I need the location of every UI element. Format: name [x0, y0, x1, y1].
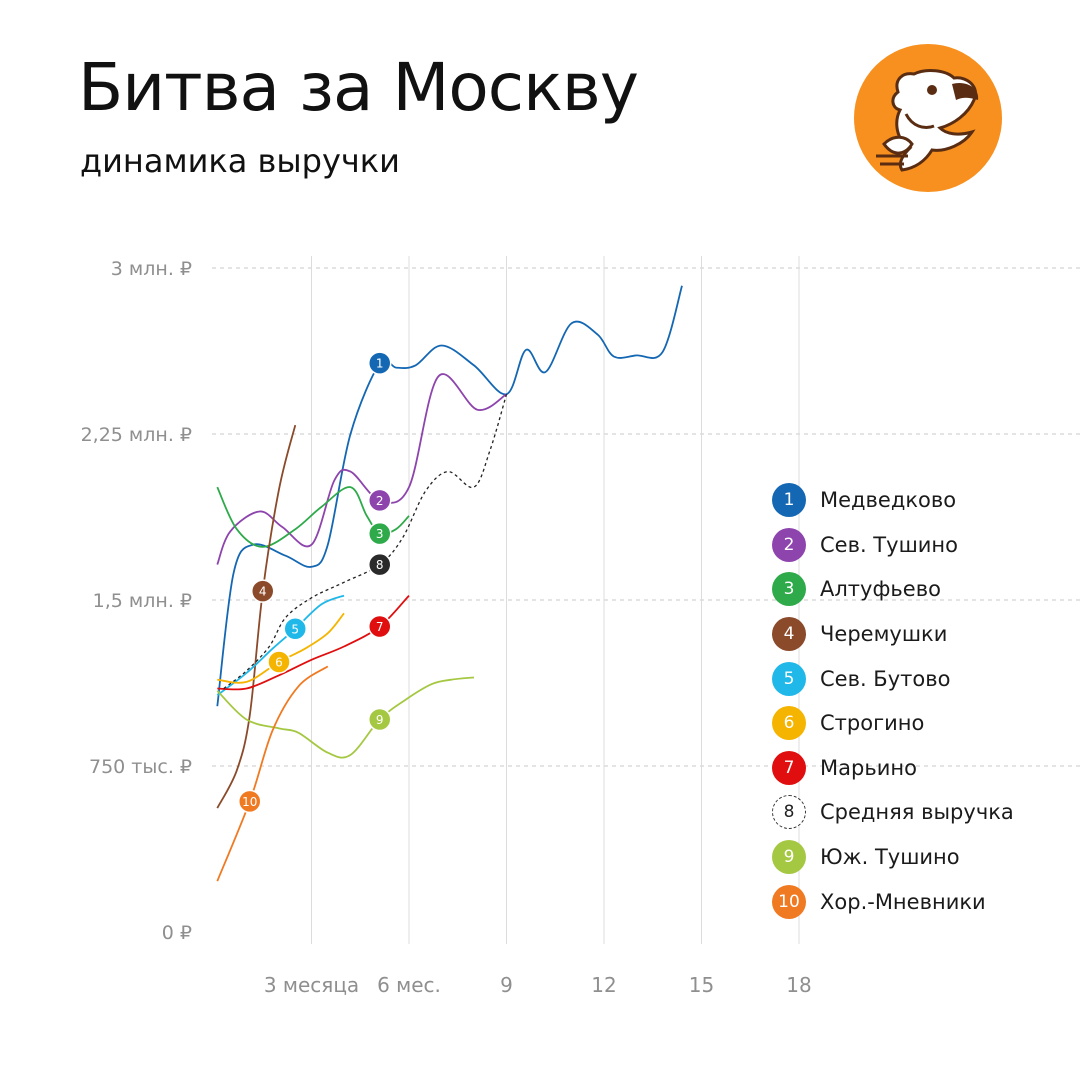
series-line-6 [217, 612, 345, 684]
series-marker-10: 10 [238, 789, 262, 814]
legend-label: Юж. Тушино [820, 845, 960, 870]
legend-label: Сев. Бутово [820, 666, 951, 691]
legend-marker: 5 [772, 661, 806, 696]
series-marker-label: 8 [376, 558, 384, 572]
series-line-5 [216, 594, 345, 696]
y-tick-label: 3 млн. ₽ [111, 258, 192, 280]
series-marker-label: 4 [259, 585, 267, 599]
y-tick-label: 0 ₽ [162, 922, 192, 944]
legend-marker: 8 [772, 795, 806, 830]
legend-label: Медведково [820, 488, 957, 513]
series-line-2 [216, 373, 507, 565]
series-line-8 [223, 394, 508, 690]
legend-label: Строгино [820, 711, 925, 736]
legend-item: 5 Сев. Бутово [772, 656, 1014, 701]
series-marker-5: 5 [283, 617, 307, 641]
legend-marker: 1 [772, 483, 806, 518]
legend-item: 1 Медведково [772, 478, 1014, 523]
legend-item: 9 Юж. Тушино [772, 835, 1014, 880]
legend-item: 7 Марьино [772, 746, 1014, 791]
series-marker-2: 2 [368, 488, 392, 513]
series-marker-label: 10 [242, 795, 257, 809]
legend-item: 10 Хор.-Мневники [772, 879, 1014, 924]
series-marker-9: 9 [368, 707, 392, 732]
x-axis-labels: 3 месяца 6 мес. 9 12 15 18 [264, 973, 812, 997]
x-tick-label: 12 [591, 973, 616, 997]
series-line-10 [216, 665, 329, 882]
y-axis-labels: 0 ₽ 750 тыс. ₽ 1,5 млн. ₽ 2,25 млн. ₽ 3 млн.… [81, 258, 192, 944]
series-line-9 [216, 676, 475, 759]
chart-subtitle: динамика выручки [80, 142, 400, 180]
series-marker-label: 6 [275, 655, 283, 669]
legend-label: Черемушки [820, 622, 948, 647]
legend-item: 8 Средняя выручка [772, 790, 1014, 835]
series-marker-label: 5 [291, 622, 299, 636]
series-marker-label: 7 [376, 620, 384, 634]
series-marker-1: 1 [368, 351, 392, 375]
series-marker-label: 3 [376, 527, 384, 541]
series-marker-label: 9 [376, 713, 384, 727]
series-marker-label: 1 [376, 357, 384, 371]
dodo-bird-logo [854, 44, 1002, 192]
chart-title: Битва за Москву [78, 49, 639, 126]
legend-item: 3 Алтуфьево [772, 567, 1014, 612]
x-tick-label: 3 месяца [264, 973, 359, 997]
series-marker-6: 6 [267, 650, 291, 674]
series-marker-7: 7 [368, 614, 392, 639]
series-markers: 1 2 3 4 5 6 7 8 9 10 [238, 351, 392, 814]
legend-marker: 10 [772, 884, 806, 919]
horizontal-gridlines [212, 267, 1080, 767]
x-tick-label: 6 мес. [377, 973, 441, 997]
legend-label: Марьино [820, 755, 917, 780]
series-marker-label: 2 [376, 494, 384, 508]
y-tick-label: 750 тыс. ₽ [89, 756, 192, 778]
chart-legend: 1 Медведково 2 Сев. Тушино 3 Алтуфьево 4 Черему… [772, 478, 1014, 924]
series-lines [216, 285, 683, 882]
legend-item: 6 Строгино [772, 701, 1014, 746]
legend-label: Сев. Тушино [820, 532, 959, 557]
x-tick-label: 9 [500, 973, 513, 997]
series-line-1 [216, 285, 683, 707]
x-tick-label: 18 [786, 973, 811, 997]
legend-label: Хор.-Мневники [820, 889, 986, 914]
x-tick-label: 15 [689, 973, 714, 997]
legend-marker: 4 [772, 617, 806, 652]
legend-label: Алтуфьево [820, 577, 941, 602]
legend-marker: 9 [772, 840, 806, 875]
legend-marker: 3 [772, 572, 806, 607]
series-line-4 [216, 424, 297, 809]
y-tick-label: 1,5 млн. ₽ [93, 590, 192, 612]
legend-marker: 6 [772, 706, 806, 741]
series-marker-3: 3 [368, 521, 392, 546]
y-tick-label: 2,25 млн. ₽ [81, 424, 192, 446]
legend-label: Средняя выручка [820, 800, 1014, 825]
legend-marker: 7 [772, 750, 806, 785]
series-marker-4: 4 [251, 579, 275, 603]
legend-marker: 2 [772, 527, 806, 562]
legend-item: 4 Черемушки [772, 612, 1014, 657]
legend-item: 2 Сев. Тушино [772, 523, 1014, 568]
series-marker-8: 8 [368, 552, 392, 577]
